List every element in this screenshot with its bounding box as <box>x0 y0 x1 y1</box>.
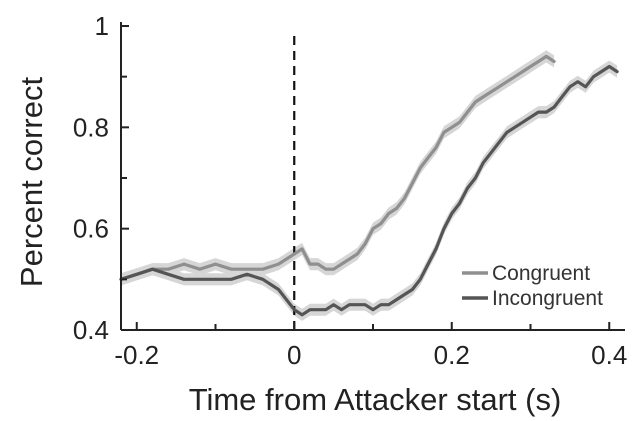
x-axis-title: Time from Attacker start (s) <box>189 382 562 417</box>
series-lines <box>119 54 619 317</box>
y-tick-label: 0.8 <box>73 112 109 142</box>
x-tick-label: 0 <box>287 340 301 370</box>
y-axis-title: Percent correct <box>14 77 49 288</box>
congruent-legend-label: Congruent <box>492 262 590 285</box>
y-tick-label: 1 <box>95 11 109 41</box>
congruent-error-band <box>121 50 555 286</box>
x-tick-label: -0.2 <box>114 340 159 370</box>
incongruent-error-band <box>121 60 618 321</box>
axes <box>120 22 625 331</box>
confidence-bands <box>121 50 618 321</box>
y-tick-label: 0.6 <box>73 214 109 244</box>
tick-labels: 0.4 0.6 0.8 1 -0.2 0 0.2 0.4 <box>73 11 627 370</box>
y-tick-label: 0.4 <box>73 315 109 345</box>
incongruent-legend-label: Incongruent <box>492 287 603 310</box>
x-tick-label: 0.2 <box>434 340 470 370</box>
x-tick-label: 0.4 <box>591 340 627 370</box>
